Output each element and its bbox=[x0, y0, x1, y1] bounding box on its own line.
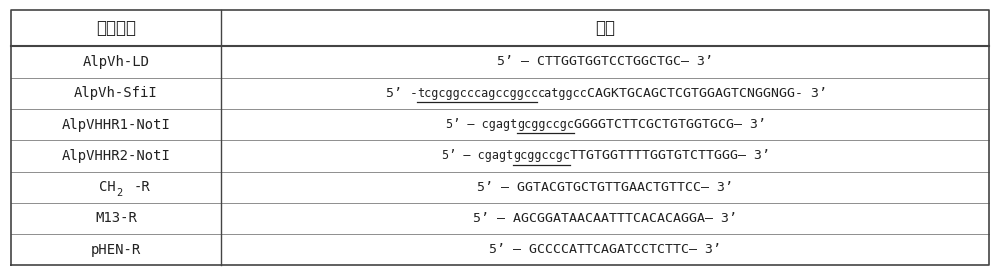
Text: 5’ -: 5’ - bbox=[386, 87, 418, 100]
Text: pHEN-R: pHEN-R bbox=[91, 243, 141, 257]
Text: gcggccgc: gcggccgc bbox=[517, 118, 574, 131]
Text: 5’ – CTTGGTGGTCCTGGCTGC– 3’: 5’ – CTTGGTGGTCCTGGCTGC– 3’ bbox=[497, 56, 713, 68]
Text: AlpVh-LD: AlpVh-LD bbox=[83, 55, 150, 69]
Text: CH: CH bbox=[99, 180, 116, 194]
Text: 2: 2 bbox=[116, 188, 122, 198]
Text: 5’ – GCCCCATTCAGATCCTCTTC– 3’: 5’ – GCCCCATTCAGATCCTCTTC– 3’ bbox=[489, 243, 721, 256]
Text: GGGGTCTTCGCTGTGGTGCG– 3’: GGGGTCTTCGCTGTGGTGCG– 3’ bbox=[574, 118, 766, 131]
Text: 序列: 序列 bbox=[595, 19, 615, 37]
Text: tcgcggcccagccggcc: tcgcggcccagccggcc bbox=[417, 87, 538, 100]
Text: CAGKTGCAGCTCGTGGAGTCNGGNGG- 3’: CAGKTGCAGCTCGTGGAGTCNGGNGG- 3’ bbox=[587, 87, 827, 100]
Text: gcggccgc: gcggccgc bbox=[513, 149, 570, 162]
Text: AlpVHHR1-NotI: AlpVHHR1-NotI bbox=[62, 118, 171, 131]
Text: 5’ – cgagt: 5’ – cgagt bbox=[446, 118, 518, 131]
Text: AlpVh-SfiI: AlpVh-SfiI bbox=[74, 86, 158, 100]
Text: AlpVHHR2-NotI: AlpVHHR2-NotI bbox=[62, 149, 171, 163]
Text: -R: -R bbox=[134, 180, 151, 194]
Text: 5’ – AGCGGATAACAATTTCACACAGGA– 3’: 5’ – AGCGGATAACAATTTCACACAGGA– 3’ bbox=[473, 212, 737, 225]
Text: catggcc: catggcc bbox=[537, 87, 587, 100]
Text: 5’ – cgagt: 5’ – cgagt bbox=[442, 149, 514, 162]
Text: M13-R: M13-R bbox=[95, 211, 137, 225]
Text: 引物名称: 引物名称 bbox=[96, 19, 136, 37]
Text: TTGTGGTTTTGGTGTCTTGGG– 3’: TTGTGGTTTTGGTGTCTTGGG– 3’ bbox=[570, 149, 770, 162]
Text: 5’ – GGTACGTGCTGTTGAACTGTTCC– 3’: 5’ – GGTACGTGCTGTTGAACTGTTCC– 3’ bbox=[477, 181, 733, 194]
